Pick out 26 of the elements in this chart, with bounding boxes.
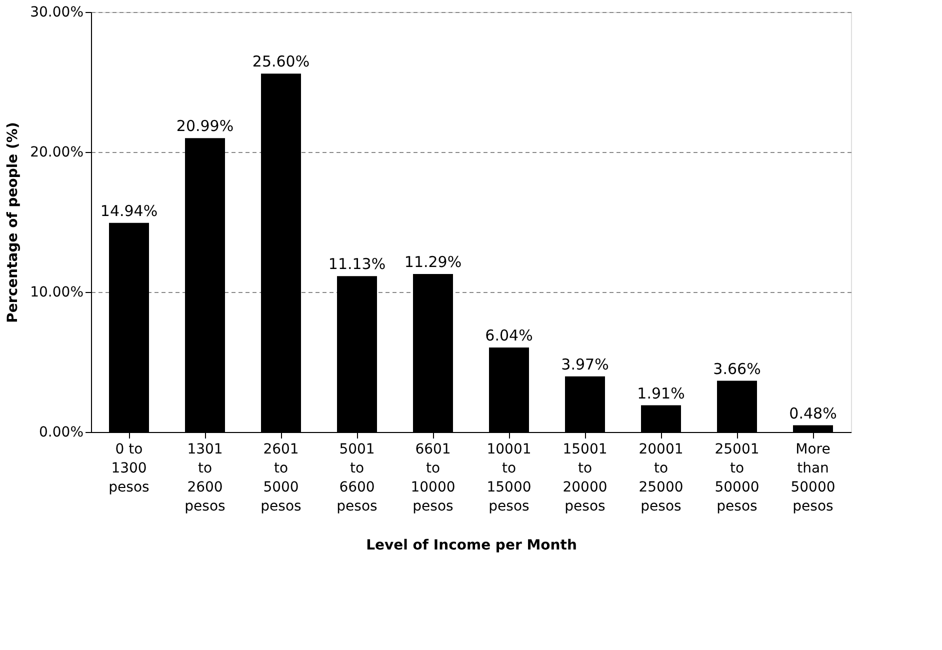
x-tick-label: 0 to 1300 pesos: [108, 442, 150, 496]
x-tick-label: 15001 to 20000 pesos: [562, 442, 608, 514]
data-label: 25.60%: [252, 52, 310, 71]
x-tick-label: 6601 to 10000 pesos: [410, 442, 456, 514]
x-tick-label: 10001 to 15000 pesos: [486, 442, 532, 514]
x-tick-label: 25001 to 50000 pesos: [714, 442, 760, 514]
x-tick-label: 20001 to 25000 pesos: [638, 442, 684, 514]
y-tick-label: 10.00%: [30, 284, 84, 300]
y-tick-label: 30.00%: [30, 4, 84, 20]
data-label: 11.29%: [404, 252, 462, 271]
data-label: 11.13%: [328, 255, 386, 274]
data-label: 6.04%: [485, 326, 533, 344]
data-label: 3.97%: [561, 355, 609, 374]
x-tick-label: More than 50000 pesos: [790, 442, 836, 514]
data-label: 3.66%: [713, 360, 761, 378]
y-tick-label: 0.00%: [39, 424, 84, 440]
y-axis-title: Percentage of people (%): [5, 122, 22, 323]
x-tick-label: 5001 to 6600 pesos: [336, 442, 378, 514]
y-tick-label: 20.00%: [30, 144, 84, 160]
data-label: 14.94%: [100, 202, 158, 220]
data-label: 1.91%: [637, 384, 685, 402]
x-axis-title: Level of Income per Month: [366, 538, 577, 554]
data-label: 0.48%: [789, 404, 837, 422]
data-label: 20.99%: [176, 117, 234, 136]
x-tick-label: 2601 to 5000 pesos: [260, 442, 302, 514]
x-tick-label: 1301 to 2600 pesos: [184, 442, 226, 514]
